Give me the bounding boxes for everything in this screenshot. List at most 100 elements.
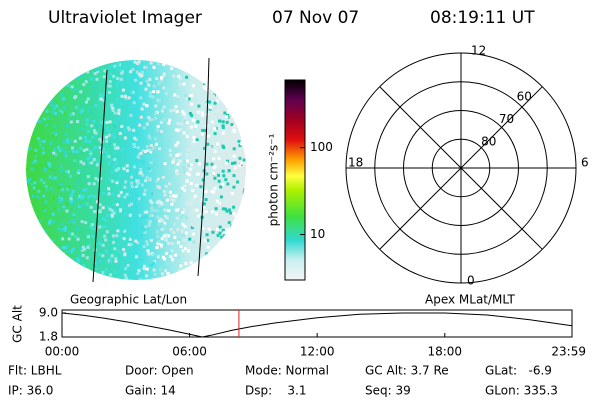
speckle	[242, 133, 245, 137]
speckle	[216, 142, 220, 146]
speckle	[109, 273, 113, 277]
speckle	[233, 116, 237, 120]
speckle	[39, 257, 43, 261]
speckle	[121, 195, 125, 198]
speckle	[134, 262, 138, 266]
speckle	[226, 229, 230, 232]
speckle	[241, 216, 245, 220]
speckle	[60, 169, 64, 173]
speckle	[68, 61, 72, 65]
speckle	[38, 218, 42, 222]
speckle	[51, 67, 55, 71]
speckle	[71, 146, 74, 150]
speckle	[178, 82, 182, 86]
speckle	[182, 238, 186, 242]
speckle	[233, 273, 237, 277]
speckle	[190, 143, 194, 147]
colorbar-tick-label: 100	[310, 140, 333, 154]
speckle	[57, 208, 61, 212]
speckle	[155, 246, 159, 249]
speckle	[61, 246, 65, 249]
speckle	[74, 88, 78, 92]
speckle	[211, 230, 215, 234]
speckle	[93, 261, 97, 265]
speckle	[185, 202, 189, 206]
speckle	[215, 199, 219, 203]
speckle	[161, 175, 165, 179]
speckle	[74, 227, 78, 231]
speckle	[65, 170, 68, 173]
x-tick-label: 00:00	[45, 345, 80, 359]
speckle	[172, 219, 176, 223]
speckle	[72, 213, 76, 217]
speckle	[176, 210, 180, 214]
speckle	[231, 113, 235, 117]
speckle	[105, 213, 109, 217]
speckle	[129, 70, 133, 74]
speckle	[137, 197, 141, 201]
speckle	[98, 137, 102, 141]
speckle	[206, 270, 210, 274]
speckle	[145, 210, 149, 214]
speckle	[93, 195, 97, 199]
speckle	[28, 278, 32, 280]
speckle	[230, 279, 234, 280]
speckle	[204, 62, 208, 66]
speckle	[195, 262, 199, 265]
speckle	[103, 218, 107, 222]
speckle	[46, 74, 50, 78]
speckle	[237, 253, 241, 257]
speckle	[137, 180, 141, 184]
speckle	[141, 161, 145, 165]
speckle	[236, 113, 240, 117]
speckle	[31, 161, 35, 165]
speckle	[134, 271, 137, 275]
speckle	[141, 215, 145, 219]
speckle	[165, 198, 169, 202]
speckle	[51, 197, 55, 201]
speckle	[134, 184, 138, 188]
speckle	[173, 238, 177, 241]
speckle	[99, 93, 103, 97]
speckle	[169, 194, 173, 198]
speckle	[95, 161, 99, 164]
speckle	[94, 177, 98, 180]
speckle	[162, 86, 166, 90]
info-field: Seq: 39	[365, 384, 411, 398]
speckle	[32, 117, 36, 120]
speckle	[161, 255, 165, 259]
speckle	[140, 183, 144, 187]
colorbar	[284, 79, 306, 281]
speckle	[73, 159, 77, 163]
speckle	[76, 171, 80, 175]
speckle	[82, 83, 86, 87]
speckle	[71, 190, 75, 193]
speckle	[197, 214, 200, 218]
speckle	[221, 182, 225, 186]
speckle	[229, 258, 233, 262]
speckle	[112, 240, 115, 244]
speckle	[113, 247, 117, 251]
y-axis-label: GC Alt	[11, 305, 25, 343]
speckle	[152, 268, 156, 272]
speckle	[72, 64, 76, 68]
speckle	[74, 272, 78, 275]
speckle	[99, 177, 103, 180]
speckle	[157, 82, 161, 86]
auroral-image	[26, 60, 246, 280]
speckle	[86, 70, 90, 74]
speckle	[60, 197, 64, 201]
speckle	[212, 68, 216, 72]
speckle	[196, 110, 200, 114]
speckle	[53, 207, 57, 211]
speckle	[81, 274, 85, 278]
speckle	[30, 263, 34, 267]
speckle	[185, 75, 189, 79]
speckle	[64, 226, 67, 230]
speckle	[158, 186, 162, 190]
speckle	[115, 161, 119, 165]
speckle	[223, 244, 227, 248]
speckle	[139, 233, 143, 237]
speckle	[223, 111, 227, 115]
speckle	[33, 93, 37, 97]
